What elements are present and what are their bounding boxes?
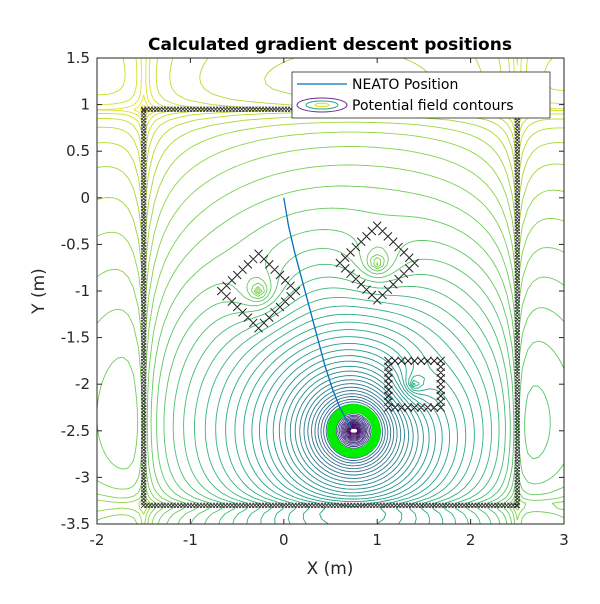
legend-contour-icon bbox=[296, 97, 348, 113]
contour-level bbox=[97, 121, 564, 515]
legend: NEATO Position Potential field contours bbox=[291, 71, 551, 119]
y-tick-label: -1 bbox=[75, 282, 90, 300]
contour-level bbox=[347, 426, 360, 436]
y-tick-label: 0 bbox=[80, 189, 90, 207]
contour-level bbox=[156, 229, 564, 524]
obstacle-diamond bbox=[335, 221, 419, 305]
y-axis-ticks: 1.5 1 0.5 0 -0.5 -1 -1.5 -2 -2.5 -3 -3.5 bbox=[61, 49, 564, 533]
obstacle-diamond bbox=[216, 249, 301, 333]
potential-field-contours bbox=[97, 58, 564, 524]
obstacle-markers bbox=[216, 221, 446, 412]
x-tick-label: 2 bbox=[466, 531, 476, 549]
contour-level bbox=[314, 393, 392, 470]
contour-level bbox=[340, 417, 368, 445]
contour-level bbox=[307, 386, 398, 476]
contour-level bbox=[204, 296, 492, 524]
y-axis-label: Y (m) bbox=[29, 268, 49, 315]
x-tick-label: -2 bbox=[90, 531, 105, 549]
contour-level bbox=[345, 423, 362, 439]
contour-level bbox=[225, 313, 475, 524]
contour-level bbox=[323, 401, 384, 461]
y-tick-label: -3 bbox=[75, 468, 90, 486]
y-tick-label: -2 bbox=[75, 375, 90, 393]
contour-level bbox=[317, 396, 389, 467]
contour-level bbox=[272, 355, 430, 500]
contour-level bbox=[266, 349, 436, 503]
goal-ring bbox=[326, 403, 381, 458]
x-axis-ticks: -2 -1 0 1 2 3 bbox=[90, 58, 569, 549]
contour-level bbox=[338, 416, 369, 446]
contour-level bbox=[344, 422, 363, 440]
contour-level bbox=[349, 428, 359, 434]
x-tick-label: 1 bbox=[372, 531, 382, 549]
y-tick-label: 0.5 bbox=[66, 142, 90, 160]
contour-level bbox=[294, 375, 410, 487]
y-tick-label: -3.5 bbox=[61, 515, 90, 533]
contour-level bbox=[346, 424, 362, 438]
contour-level bbox=[311, 390, 395, 473]
contour-level bbox=[215, 305, 484, 524]
contour-level bbox=[303, 383, 402, 479]
x-tick-label: 3 bbox=[559, 531, 569, 549]
obstacle-square bbox=[384, 356, 446, 412]
contour-level bbox=[337, 414, 371, 447]
neato-position-line bbox=[283, 197, 352, 429]
contour-level bbox=[183, 276, 506, 524]
y-tick-label: 1 bbox=[80, 96, 90, 114]
contour-level bbox=[150, 207, 564, 524]
legend-box bbox=[291, 71, 551, 119]
y-tick-label: -0.5 bbox=[61, 235, 90, 253]
contour-level bbox=[194, 287, 500, 524]
contour-level bbox=[320, 398, 386, 464]
contour-level bbox=[342, 420, 366, 442]
chart-title: Calculated gradient descent positions bbox=[148, 35, 512, 55]
contour-level bbox=[289, 370, 414, 490]
contour-level bbox=[243, 329, 458, 524]
legend-entry-neato: NEATO Position bbox=[352, 77, 458, 93]
neato-path bbox=[283, 197, 352, 429]
x-tick-label: -1 bbox=[183, 531, 198, 549]
contour-level bbox=[284, 365, 419, 494]
contour-level bbox=[278, 360, 424, 497]
x-axis-label: X (m) bbox=[307, 559, 354, 579]
y-tick-label: 1.5 bbox=[66, 49, 90, 67]
goal-marker bbox=[326, 403, 381, 458]
contour-level bbox=[347, 425, 361, 437]
legend-entry-contours: Potential field contours bbox=[352, 98, 514, 114]
y-tick-label: -1.5 bbox=[61, 329, 90, 347]
contour-level bbox=[97, 131, 564, 524]
contour-level bbox=[348, 427, 359, 435]
contour-level bbox=[172, 263, 511, 524]
x-tick-label: 0 bbox=[279, 531, 289, 549]
contour-level bbox=[335, 413, 372, 449]
contour-level bbox=[163, 248, 551, 524]
y-tick-label: -2.5 bbox=[61, 422, 90, 440]
